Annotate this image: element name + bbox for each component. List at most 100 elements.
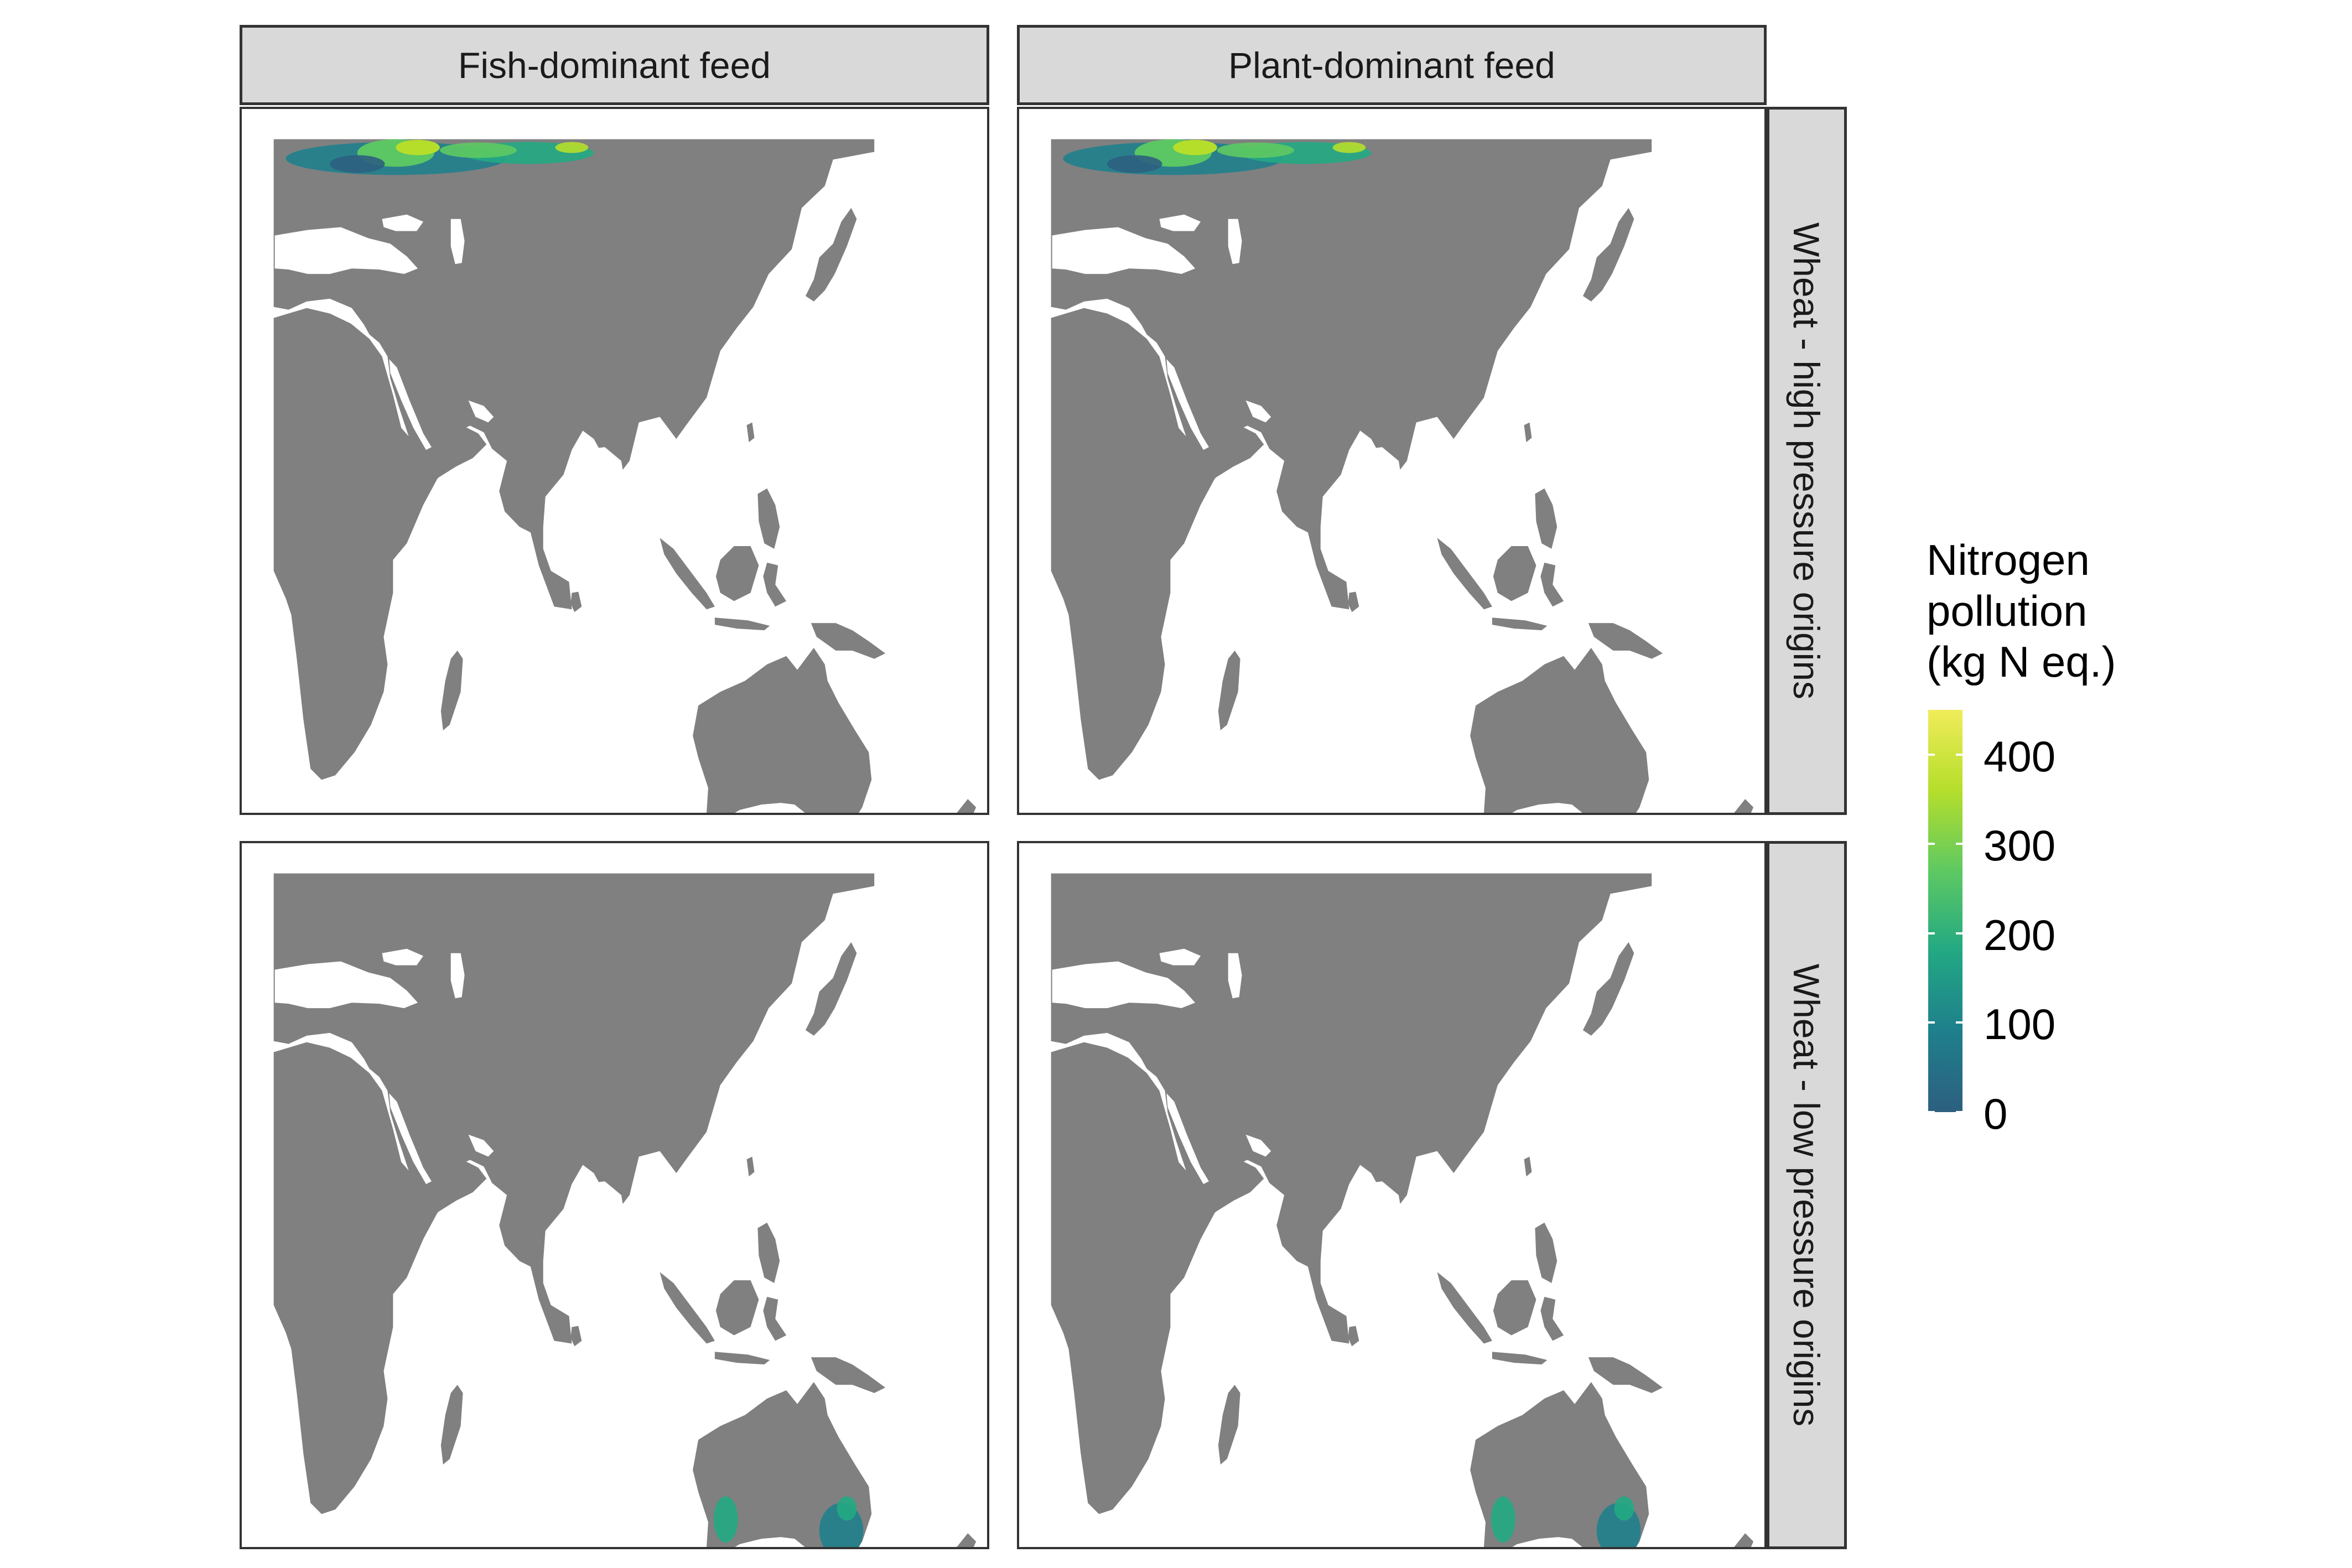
map-panel-plant-low xyxy=(1017,841,1767,1549)
black-sea xyxy=(1159,948,1201,965)
hotspot-nsw xyxy=(837,1496,857,1521)
bay-of-bengal xyxy=(577,1181,627,1267)
arabia-landmass xyxy=(1165,356,1264,489)
new-guinea-landmass xyxy=(811,1357,886,1393)
red-sea xyxy=(1166,1093,1209,1185)
japan-landmass xyxy=(1582,942,1634,1036)
bay-of-bengal xyxy=(1354,1181,1404,1267)
legend-colorbar xyxy=(1928,710,1962,1112)
facet-strip-plant: Plant-dominant feed xyxy=(1017,25,1767,105)
arabia-landmass xyxy=(387,356,487,489)
legend-tick-label: 200 xyxy=(1984,910,2056,959)
africa-landmass xyxy=(273,308,451,780)
mediterranean-sea xyxy=(1052,227,1196,274)
map-plant-high xyxy=(1019,109,1764,813)
legend-tick-label: 400 xyxy=(1984,731,2056,781)
australia-landmass xyxy=(1470,1382,1649,1547)
sumatra-landmass xyxy=(660,538,715,610)
facet-strip-low-pressure: Wheat - low pressure origins xyxy=(1767,841,1847,1549)
sulawesi-landmass xyxy=(1540,562,1564,607)
borneo-landmass xyxy=(715,546,759,601)
legend-title-line-1: Nitrogen xyxy=(1927,536,2090,584)
nz-landmass xyxy=(957,799,977,813)
legend-tick-mark xyxy=(1956,1111,1962,1113)
philippines-landmass xyxy=(1535,488,1557,549)
caspian-sea xyxy=(1228,219,1242,264)
facet-strip-fish: Fish-dominant feed xyxy=(240,25,989,105)
philippines-landmass xyxy=(757,488,780,549)
africa-landmass xyxy=(1051,1042,1228,1514)
hotspot-wa-wheatbelt xyxy=(1491,1496,1515,1543)
mediterranean-sea xyxy=(1052,961,1196,1009)
hotspot-nsw xyxy=(1614,1496,1634,1521)
sri-lanka-landmass xyxy=(1348,1326,1359,1347)
map-panel-fish-high xyxy=(240,107,989,815)
hotspot-peak xyxy=(396,139,440,155)
sulawesi-landmass xyxy=(763,562,787,607)
nz-landmass xyxy=(1734,1533,1754,1547)
sri-lanka-landmass xyxy=(1348,591,1359,612)
africa-landmass xyxy=(1051,308,1228,780)
map-fish-low xyxy=(242,843,987,1547)
caspian-sea xyxy=(1228,953,1242,999)
hotspot-wa-wheatbelt xyxy=(713,1496,738,1543)
legend-tick-mark xyxy=(1956,843,1962,845)
eurasia-landmass xyxy=(1051,873,1652,1344)
eurasia-landmass xyxy=(273,873,875,1344)
madagascar-landmass xyxy=(440,1384,463,1465)
legend-tick-mark xyxy=(1956,932,1962,934)
eurasia-landmass xyxy=(1051,139,1652,610)
taiwan-landmass xyxy=(1524,422,1532,443)
legend-tick-label: 100 xyxy=(1984,1000,2056,1049)
australia-landmass xyxy=(1470,647,1649,813)
bay-of-bengal xyxy=(577,447,627,533)
australia-landmass xyxy=(693,647,872,813)
legend-title-line-3: (kg N eq.) xyxy=(1927,637,2116,686)
legend-tick-mark xyxy=(1928,932,1935,934)
map-panel-fish-low xyxy=(240,841,989,1549)
legend-tick-mark xyxy=(1928,1111,1935,1113)
borneo-landmass xyxy=(1493,1280,1536,1336)
borneo-landmass xyxy=(715,1280,759,1336)
taiwan-landmass xyxy=(1524,1156,1532,1177)
madagascar-landmass xyxy=(1218,650,1240,730)
taiwan-landmass xyxy=(746,422,755,443)
persian-gulf xyxy=(468,400,494,423)
map-fish-high xyxy=(242,109,987,813)
facet-label-low-pressure: Wheat - low pressure origins xyxy=(1786,963,1827,1427)
legend-title: Nitrogen pollution (kg N eq.) xyxy=(1927,534,2116,687)
africa-landmass xyxy=(273,1042,451,1514)
new-guinea-landmass xyxy=(811,623,886,659)
borneo-landmass xyxy=(1493,546,1536,601)
caspian-sea xyxy=(450,219,465,264)
legend-tick-mark xyxy=(1928,1021,1935,1024)
eurasia-landmass xyxy=(273,139,875,610)
legend-tick-label: 300 xyxy=(1984,821,2056,870)
persian-gulf xyxy=(468,1134,494,1157)
facet-strip-high-pressure: Wheat - high pressure origins xyxy=(1767,107,1847,815)
arabia-landmass xyxy=(387,1091,487,1223)
mediterranean-sea xyxy=(274,961,418,1009)
sumatra-landmass xyxy=(1437,538,1492,610)
hotspot-kazakhstan xyxy=(439,142,517,158)
java-landmass xyxy=(714,617,770,631)
mediterranean-sea xyxy=(274,227,418,274)
persian-gulf xyxy=(1245,1134,1271,1157)
black-sea xyxy=(382,214,424,231)
legend-tick-label: 0 xyxy=(1984,1089,2008,1138)
legend-tick-mark xyxy=(1928,843,1935,845)
sumatra-landmass xyxy=(660,1272,715,1344)
japan-landmass xyxy=(805,942,857,1036)
madagascar-landmass xyxy=(1218,1384,1240,1465)
legend-title-line-2: pollution xyxy=(1927,586,2088,635)
hotspot-poland xyxy=(1107,155,1162,173)
hotspot-siberia xyxy=(1332,142,1366,153)
philippines-landmass xyxy=(1535,1222,1557,1283)
sumatra-landmass xyxy=(1437,1272,1492,1344)
new-guinea-landmass xyxy=(1588,623,1663,659)
sri-lanka-landmass xyxy=(570,591,582,612)
caspian-sea xyxy=(450,953,465,999)
bay-of-bengal xyxy=(1354,447,1404,533)
sulawesi-landmass xyxy=(763,1296,787,1341)
facet-label-fish: Fish-dominant feed xyxy=(458,44,771,86)
